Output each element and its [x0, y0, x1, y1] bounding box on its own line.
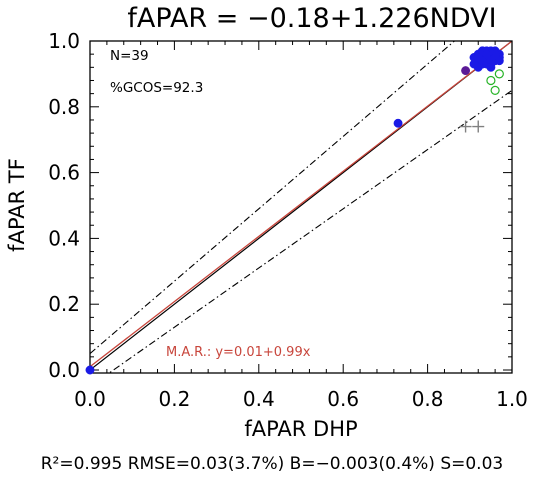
- data-point-open: [494, 69, 504, 79]
- x-tick-label: 0.0: [74, 387, 106, 411]
- data-point: [486, 62, 496, 72]
- y-tick-label: 0.6: [48, 161, 80, 185]
- data-point: [494, 56, 504, 66]
- x-axis-label: fAPAR DHP: [244, 417, 357, 441]
- data-point: [393, 118, 403, 128]
- x-tick-label: 0.2: [158, 387, 190, 411]
- plot-frame: [89, 40, 513, 374]
- data-point-plus: [472, 120, 485, 133]
- annotation-mar: M.A.R.: y=0.01+0.99x: [166, 345, 311, 360]
- data-point-open: [490, 85, 500, 95]
- x-tick-label: 0.6: [327, 387, 359, 411]
- y-tick-label: 1.0: [48, 29, 80, 53]
- y-tick-label: 0.0: [48, 358, 80, 382]
- data-point: [469, 59, 479, 69]
- reference-lines: [90, 41, 512, 373]
- x-tick-label: 0.8: [412, 387, 444, 411]
- data-point: [85, 365, 95, 375]
- data-point: [461, 66, 471, 76]
- annotation-n: N=39: [110, 48, 149, 64]
- y-tick-label: 0.4: [48, 226, 80, 250]
- x-tick-label: 0.4: [243, 387, 275, 411]
- data-point: [482, 49, 492, 59]
- y-tick-label: 0.2: [48, 292, 80, 316]
- annotation-gcos: %GCOS=92.3: [110, 80, 203, 96]
- stats-line: R²=0.995 RMSE=0.03(3.7%) B=−0.003(0.4%) …: [41, 454, 503, 474]
- x-tick-label: 1.0: [496, 387, 528, 411]
- lower-bound-line: [108, 89, 512, 373]
- chart-title: fAPAR = −0.18+1.226NDVI: [127, 3, 496, 34]
- upper-bound-line: [90, 41, 456, 354]
- plot-area: 0.0 0.0 0.2 0.2 0.4 0.4 0.6 0.6 0.8 0.8 1.0 1.0: [48, 29, 528, 411]
- data-point-plus: [459, 120, 472, 133]
- y-axis-label: fAPAR TF: [5, 158, 29, 252]
- y-tick-label: 0.8: [48, 95, 80, 119]
- regression-line: [90, 41, 512, 368]
- data-point-open: [486, 75, 496, 86]
